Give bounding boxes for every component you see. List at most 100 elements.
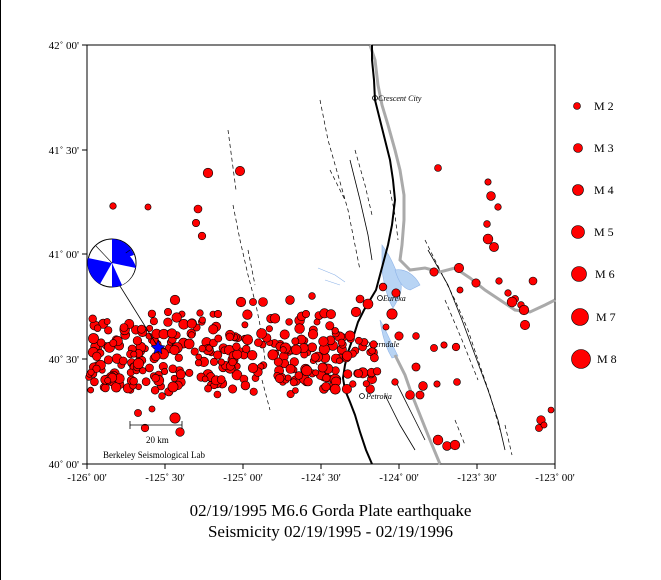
earthquake-event — [519, 319, 530, 330]
earthquake-event — [118, 356, 128, 366]
earthquake-event — [307, 342, 318, 353]
scale-bar-label: 20 km — [146, 435, 169, 445]
earthquake-event — [453, 378, 461, 386]
lat-tick-label: 40˚ 30' — [49, 354, 79, 366]
earthquake-event — [133, 358, 145, 370]
earthquake-event — [540, 421, 548, 429]
earthquake-event — [284, 374, 292, 382]
earthquake-event — [415, 390, 425, 400]
earthquake-event — [213, 390, 222, 399]
earthquake-event — [130, 350, 138, 358]
earthquake-event — [119, 323, 129, 332]
earthquake-event — [88, 314, 97, 323]
earthquake-event — [163, 317, 173, 327]
legend-label-m5: M 5 — [594, 225, 614, 239]
earthquake-event — [214, 334, 223, 343]
earthquake-event — [362, 380, 370, 388]
earthquake-event — [317, 362, 328, 373]
earthquake-event — [175, 369, 186, 380]
earthquake-event — [391, 288, 401, 298]
town-ferndale: Ferndale — [369, 340, 400, 349]
earthquake-event — [279, 329, 290, 340]
earthquake-event — [312, 369, 319, 377]
seismicity-map: Crescent City Eureka Ferndale Petrolia 2… — [49, 40, 617, 484]
earthquake-event — [101, 383, 110, 393]
earthquake-event — [151, 374, 160, 383]
earthquake-event — [369, 340, 378, 349]
earthquake-event — [265, 325, 273, 333]
solid-faults — [349, 159, 506, 451]
earthquake-event — [195, 353, 202, 361]
earthquake-event — [286, 390, 295, 399]
earthquake-event — [433, 380, 441, 388]
earthquake-event — [382, 323, 390, 331]
earthquake-event — [489, 242, 499, 252]
earthquake-event — [104, 326, 113, 335]
earthquake-event — [411, 362, 421, 372]
lon-tick-label: -125˚ 00' — [223, 472, 263, 484]
credit-label: Berkeley Seismological Lab — [103, 450, 205, 460]
earthquake-event — [196, 309, 204, 317]
legend-label-m7: M 7 — [596, 310, 616, 324]
earthquake-event — [87, 386, 94, 394]
earthquake-event — [483, 220, 491, 228]
earthquake-event — [194, 359, 203, 367]
earthquake-event — [343, 369, 353, 379]
earthquake-event — [365, 384, 375, 394]
legend-symbol-m7 — [571, 308, 589, 326]
earthquake-event — [93, 324, 102, 332]
caption-title: 02/19/1995 M6.6 Gorda Plate earthquake — [189, 501, 472, 520]
earthquake-event — [169, 294, 181, 306]
earthquake-event — [193, 204, 203, 214]
lon-tick-label: -123˚ 30' — [457, 472, 497, 484]
earthquake-event — [104, 377, 112, 384]
earthquake-event — [208, 324, 219, 335]
earthquake-event — [210, 357, 219, 366]
earthquake-event — [217, 358, 225, 366]
earthquake-event — [394, 331, 404, 341]
earthquake-event — [294, 323, 305, 334]
earthquake-event — [88, 333, 99, 344]
earthquake-event — [440, 341, 448, 349]
earthquake-event — [249, 387, 258, 396]
earthquake-event — [307, 329, 319, 340]
earthquake-event — [92, 351, 102, 362]
town-eureka: Eureka — [382, 294, 406, 303]
earthquake-event — [322, 373, 331, 383]
legend-label-m6: M 6 — [595, 267, 615, 281]
earthquake-event — [216, 375, 226, 384]
earthquake-event — [258, 297, 268, 307]
earthquake-event — [204, 384, 212, 393]
earthquake-event — [92, 364, 101, 373]
earthquake-event — [169, 345, 180, 356]
earthquake-event — [308, 292, 316, 300]
earthquake-event — [169, 412, 181, 424]
earthquake-event — [151, 351, 161, 362]
earthquake-event — [242, 344, 251, 354]
earthquake-event — [368, 347, 376, 355]
earthquake-event — [228, 384, 238, 394]
earthquake-event — [269, 313, 281, 324]
earthquake-event — [232, 342, 241, 351]
earthquake-event — [337, 338, 346, 347]
earthquake-event — [198, 344, 207, 353]
earthquake-event — [198, 316, 206, 324]
earthquake-event — [291, 337, 300, 346]
earthquake-event — [336, 357, 343, 365]
earthquake-event — [228, 358, 237, 367]
earthquake-event — [325, 321, 335, 331]
focal-mechanism-beachball — [87, 238, 137, 288]
earthquake-event — [301, 365, 313, 377]
map-frame — [86, 44, 556, 465]
earthquake-event — [183, 338, 195, 350]
earthquake-event — [267, 349, 279, 361]
legend-symbol-m8 — [571, 349, 591, 369]
earthquake-event — [405, 390, 415, 400]
earthquake-event — [240, 380, 251, 391]
earthquake-event — [429, 267, 439, 277]
earthquake-event — [249, 298, 257, 306]
earthquake-event — [412, 332, 420, 340]
earthquake-event — [186, 318, 197, 329]
legend-label-m2: M 2 — [594, 99, 614, 113]
earthquake-event — [167, 381, 179, 393]
